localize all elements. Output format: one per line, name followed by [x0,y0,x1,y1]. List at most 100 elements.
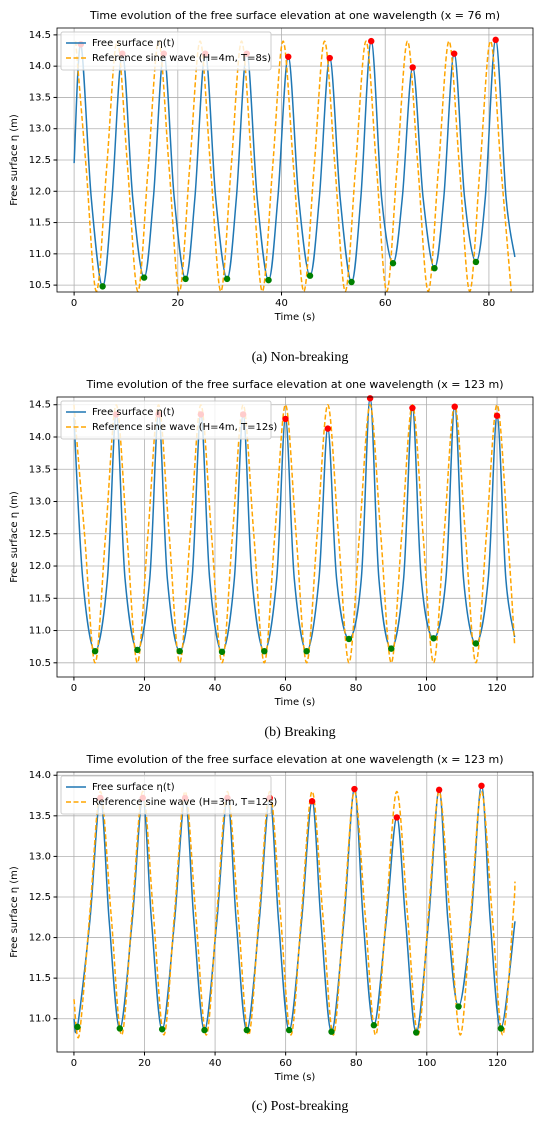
y-tick-label: 10.5 [29,658,51,669]
marker [409,404,416,412]
y-axis-label: Free surface η (m) [9,866,20,958]
marker [450,50,458,57]
x-tick-label: 120 [487,683,506,694]
x-tick-label: 120 [488,1058,507,1069]
marker [493,412,501,419]
x-tick-label: 20 [138,683,151,694]
x-tick-label: 0 [71,683,77,694]
marker [158,1026,166,1033]
marker [451,403,458,410]
marker [472,640,480,647]
y-tick-label: 11.5 [29,973,51,984]
y-tick-label: 13.5 [29,464,51,475]
y-tick-label: 12.0 [29,933,51,944]
legend-label: Reference sine wave (H=4m, T=12s) [92,422,277,433]
subplot: Time evolution of the free surface eleva… [9,9,534,365]
marker [99,283,106,290]
y-tick-label: 12.5 [29,155,51,166]
marker [348,278,355,286]
marker [472,258,480,266]
subplot: Time evolution of the free surface eleva… [9,753,534,1114]
marker [134,646,141,654]
marker [455,1003,462,1010]
marker [413,1029,420,1036]
marker [265,276,272,284]
y-axis-label: Free surface η (m) [9,491,20,583]
y-tick-label: 11.5 [29,593,51,604]
x-axis-label: Time (s) [274,312,316,323]
marker [176,647,183,655]
legend-label: Reference sine wave (H=4m, T=8s) [92,53,271,64]
y-tick-label: 14.0 [29,770,51,781]
marker [243,1026,251,1034]
x-tick-label: 40 [209,1058,222,1069]
marker [351,785,358,793]
marker [182,275,189,283]
y-tick-label: 14.0 [29,432,51,443]
x-tick-label: 60 [279,1058,292,1069]
marker [282,415,289,423]
legend-label: Free surface η(t) [92,407,175,418]
y-tick-label: 12.0 [29,561,51,572]
y-tick-label: 14.5 [29,400,51,411]
y-tick-label: 13.5 [29,92,51,103]
y-tick-label: 14.0 [29,61,51,72]
axes-frame [56,27,534,293]
marker [91,647,99,655]
y-tick-label: 11.5 [29,218,51,229]
y-tick-label: 14.5 [29,30,51,41]
marker [306,272,314,279]
marker [478,782,485,789]
series-line [73,403,516,664]
marker [345,635,353,643]
y-tick-label: 13.0 [29,851,51,862]
x-axis-label: Time (s) [274,697,316,708]
y-tick-label: 12.5 [29,529,51,540]
subplot: Time evolution of the free surface eleva… [9,378,534,740]
marker [409,64,416,71]
legend-box [60,775,272,815]
series-line [73,39,516,288]
marker [389,260,397,267]
legend-box [60,31,272,71]
marker [388,645,395,652]
x-tick-label: 60 [379,298,392,309]
marker [326,54,333,62]
marker [261,647,268,655]
marker [201,1026,208,1034]
x-tick-label: 40 [209,683,222,694]
y-tick-label: 11.0 [29,249,51,260]
axes-frame [56,396,534,678]
marker [430,635,437,642]
y-tick-label: 13.5 [29,811,51,822]
y-tick-label: 13.0 [29,497,51,508]
series-line [73,397,516,653]
marker [497,1025,505,1032]
marker [308,798,316,805]
series-line [74,40,512,292]
marker [368,37,375,45]
legend-box [60,400,272,440]
marker [218,648,226,656]
marker [492,36,499,44]
caption: (a) Non-breaking [252,350,349,365]
marker [324,425,331,432]
marker [328,1028,335,1035]
marker [431,265,438,272]
y-tick-label: 11.0 [29,1014,51,1025]
marker [435,786,443,794]
x-tick-label: 80 [483,298,496,309]
chart-title: Time evolution of the free surface eleva… [85,378,503,391]
marker [140,274,148,281]
y-tick-label: 12.5 [29,892,51,903]
x-axis-label: Time (s) [274,1072,316,1083]
chart-title: Time evolution of the free surface eleva… [89,9,500,22]
marker [285,53,292,60]
y-axis-label: Free surface η (m) [9,114,20,206]
caption: (c) Post-breaking [252,1099,349,1114]
x-tick-label: 20 [171,298,184,309]
axes-frame [56,771,534,1053]
y-tick-label: 12.0 [29,186,51,197]
x-tick-label: 100 [417,1058,436,1069]
marker [223,275,231,283]
